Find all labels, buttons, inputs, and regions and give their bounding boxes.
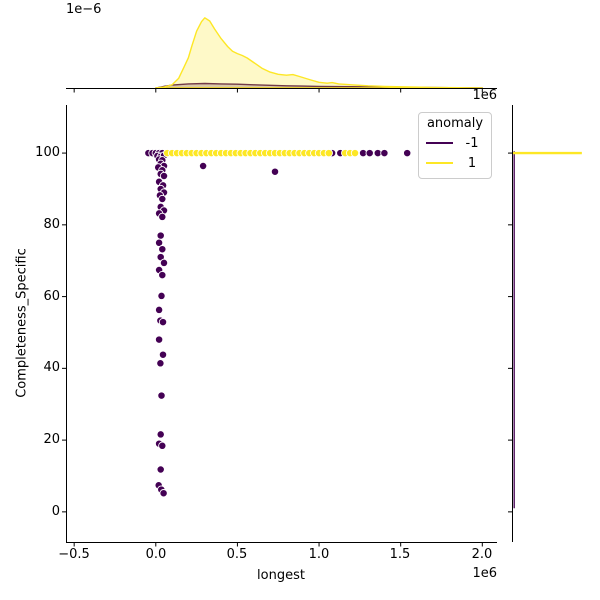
legend-line-neg1-icon bbox=[426, 141, 453, 145]
y-tick-label-80: 80 bbox=[43, 217, 60, 232]
top-marginal-x-offset-label: 1e6 bbox=[472, 88, 497, 103]
legend-entry-pos1-label: 1 bbox=[467, 155, 477, 171]
y-axis-label: Completeness_Specific bbox=[14, 248, 30, 398]
legend-entry-neg1-label: -1 bbox=[465, 135, 479, 151]
legend-title: anomaly bbox=[426, 116, 484, 131]
x-tick-label-05: 0.5 bbox=[226, 547, 248, 562]
top-marginal-density-offset-label: 1e−6 bbox=[66, 2, 102, 17]
x-tick-label-10: 1.0 bbox=[308, 547, 330, 562]
x-tick-label-20: 2.0 bbox=[471, 547, 493, 562]
x-axis-label: longest bbox=[257, 568, 305, 583]
x-axis-offset-label: 1e6 bbox=[472, 566, 497, 581]
legend-entry-pos1: 1 bbox=[426, 153, 484, 173]
legend-entry-neg1: -1 bbox=[426, 133, 484, 153]
y-tick-label-20: 20 bbox=[43, 432, 60, 447]
y-tick-label-40: 40 bbox=[43, 360, 60, 375]
x-tick-label-m05: −0.5 bbox=[58, 547, 90, 562]
legend-line-pos1-icon bbox=[426, 161, 453, 165]
y-tick-label-0: 0 bbox=[51, 504, 60, 519]
y-tick-label-60: 60 bbox=[43, 289, 60, 304]
y-tick-label-100: 100 bbox=[35, 145, 60, 160]
x-tick-label-00: 0.0 bbox=[145, 547, 167, 562]
legend: anomaly -1 1 bbox=[418, 112, 492, 179]
x-tick-label-15: 1.5 bbox=[389, 547, 411, 562]
